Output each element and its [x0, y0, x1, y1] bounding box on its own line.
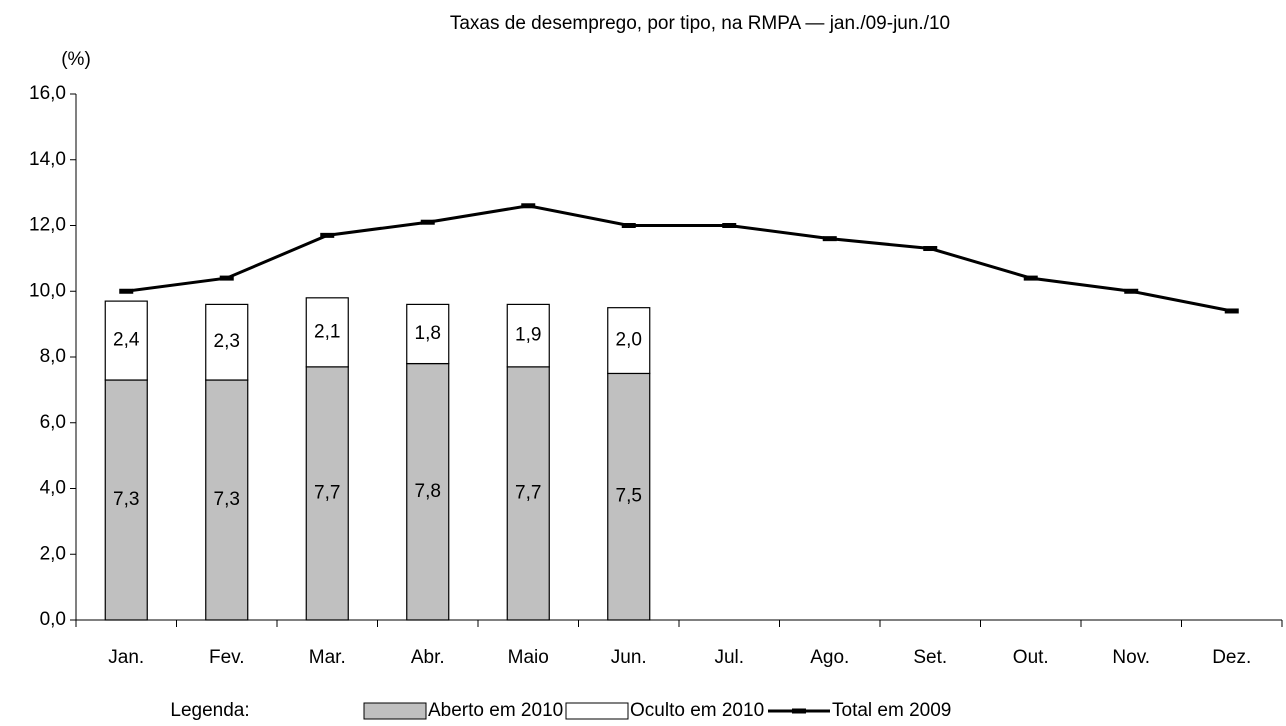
y-tick-label: 0,0 [40, 609, 66, 630]
y-tick-label: 14,0 [29, 149, 66, 170]
x-tick-label: Ago. [810, 647, 849, 668]
line-marker [822, 236, 837, 242]
x-tick-label: Out. [1013, 647, 1049, 668]
line-marker [1023, 275, 1038, 281]
y-tick-label: 16,0 [29, 83, 66, 104]
data-label: 7,3 [113, 489, 139, 510]
bar-segment [506, 366, 550, 621]
x-tick-label: Nov. [1112, 647, 1150, 668]
data-label: 2,4 [113, 330, 140, 351]
y-tick-label: 4,0 [40, 478, 66, 499]
data-label: 7,5 [616, 486, 642, 507]
x-tick-label: Mar. [309, 647, 346, 668]
y-tick-label: 8,0 [40, 346, 66, 367]
x-tick-label: Fev. [209, 647, 245, 668]
data-label: 7,8 [415, 481, 441, 502]
bar-segment [607, 307, 651, 375]
chart-title: Taxas de desemprego, por tipo, na RMPA —… [450, 13, 950, 34]
legend-swatch [792, 708, 806, 714]
y-tick-label: 12,0 [29, 215, 66, 236]
line-marker [923, 246, 938, 252]
line-marker [722, 223, 737, 228]
legend-swatch [565, 702, 629, 720]
line-marker [521, 203, 536, 209]
y-tick-label: 2,0 [40, 543, 66, 564]
line-marker [1124, 288, 1139, 294]
legend-label: Total em 2009 [832, 700, 951, 721]
data-label: 7,7 [314, 482, 340, 503]
bar-segment [205, 303, 249, 381]
line-marker [1224, 308, 1239, 314]
line-marker [219, 275, 234, 281]
data-label: 7,3 [214, 489, 240, 510]
bar-segment [607, 372, 651, 621]
y-tick-label: 10,0 [29, 280, 66, 301]
y-axis-label: (%) [61, 49, 91, 70]
x-tick-label: Jan. [108, 647, 144, 668]
x-tick-label: Jun. [611, 647, 647, 668]
y-tick-label: 6,0 [40, 412, 66, 433]
data-label: 2,3 [214, 331, 240, 352]
data-label: 1,8 [415, 323, 441, 344]
bar-segment [506, 303, 550, 368]
bar-segment [205, 379, 249, 621]
bar-segment [406, 303, 450, 365]
line-marker [420, 219, 435, 225]
data-label: 1,9 [515, 325, 541, 346]
x-tick-label: Dez. [1212, 647, 1251, 668]
data-label: 2,1 [314, 321, 340, 342]
legend-label: Oculto em 2010 [630, 700, 764, 721]
line-series [126, 204, 1233, 313]
bar-segment [305, 297, 349, 368]
line-marker [320, 232, 335, 238]
line-marker [119, 288, 134, 294]
x-tick-label: Set. [913, 647, 947, 668]
line-marker [621, 223, 636, 228]
data-label: 7,7 [515, 482, 541, 503]
legend-title: Legenda: [170, 700, 249, 721]
x-tick-label: Maio [508, 647, 549, 668]
legend-label: Aberto em 2010 [428, 700, 563, 721]
legend-swatch [363, 702, 427, 720]
bar-segment [104, 300, 148, 381]
data-label: 2,0 [616, 330, 642, 351]
bar-segment [104, 379, 148, 621]
x-tick-label: Jul. [714, 647, 744, 668]
x-tick-label: Abr. [411, 647, 445, 668]
